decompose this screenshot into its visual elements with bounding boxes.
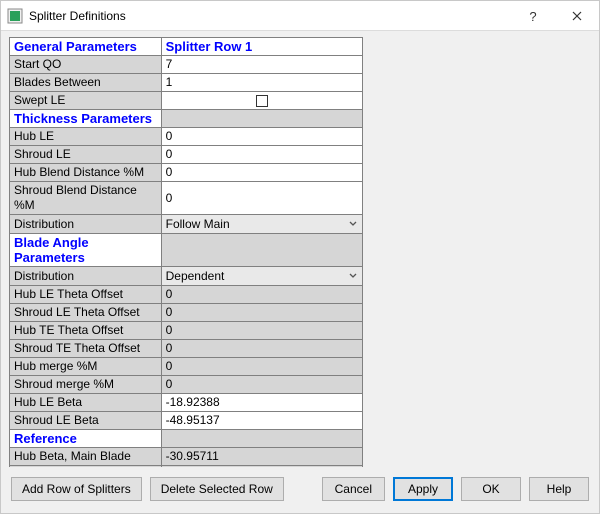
row-hub-le: Hub LE 0 — [10, 128, 363, 146]
value-hub-le[interactable]: 0 — [161, 128, 362, 146]
checkbox-swept-le[interactable] — [256, 95, 268, 107]
row-hub-le-beta: Hub LE Beta -18.92388 — [10, 394, 363, 412]
row-thickness-distribution: Distribution Follow Main — [10, 215, 363, 234]
row-hub-merge: Hub merge %M 0 — [10, 358, 363, 376]
value-shroud-le[interactable]: 0 — [161, 146, 362, 164]
add-row-button[interactable]: Add Row of Splitters — [11, 477, 142, 501]
label-swept-le: Swept LE — [10, 92, 162, 110]
titlebar: Splitter Definitions ? — [1, 1, 599, 31]
row-shroud-te-theta: Shroud TE Theta Offset 0 — [10, 340, 363, 358]
row-shroud-blend: Shroud Blend Distance %M 0 — [10, 182, 363, 215]
row-hub-le-theta: Hub LE Theta Offset 0 — [10, 286, 363, 304]
row-shroud-merge: Shroud merge %M 0 — [10, 376, 363, 394]
label-shroud-merge: Shroud merge %M — [10, 376, 162, 394]
section-spacer-thickness — [161, 110, 362, 128]
close-titlebar-button[interactable] — [555, 1, 599, 31]
app-icon — [7, 8, 23, 24]
label-shroud-le: Shroud LE — [10, 146, 162, 164]
section-spacer-blade-angle — [161, 234, 362, 267]
help-button[interactable]: Help — [529, 477, 589, 501]
label-blades-between: Blades Between — [10, 74, 162, 92]
apply-button[interactable]: Apply — [393, 477, 453, 501]
label-shroud-le-theta: Shroud LE Theta Offset — [10, 304, 162, 322]
label-hub-merge: Hub merge %M — [10, 358, 162, 376]
label-hub-blend: Hub Blend Distance %M — [10, 164, 162, 182]
row-shroud-le-theta: Shroud LE Theta Offset 0 — [10, 304, 363, 322]
label-shroud-blend: Shroud Blend Distance %M — [10, 182, 162, 215]
value-blades-between[interactable]: 1 — [161, 74, 362, 92]
help-titlebar-button[interactable]: ? — [511, 1, 555, 31]
row-start-qo: Start QO 7 — [10, 56, 363, 74]
label-shroud-te-theta: Shroud TE Theta Offset — [10, 340, 162, 358]
section-header-thickness: Thickness Parameters — [10, 110, 162, 128]
value-shroud-merge: 0 — [161, 376, 362, 394]
window-root: Splitter Definitions ? General Parameter… — [0, 0, 600, 514]
value-blade-distribution[interactable]: Dependent — [161, 267, 362, 286]
label-shroud-le-beta: Shroud LE Beta — [10, 412, 162, 430]
value-hub-le-theta: 0 — [161, 286, 362, 304]
value-start-qo[interactable]: 7 — [161, 56, 362, 74]
section-header-reference: Reference — [10, 430, 162, 448]
combo-blade-distribution[interactable]: Dependent — [162, 267, 362, 285]
label-hub-le-beta: Hub LE Beta — [10, 394, 162, 412]
value-hub-te-theta: 0 — [161, 322, 362, 340]
combo-thickness-distribution[interactable]: Follow Main — [162, 215, 362, 233]
label-hub-le-theta: Hub LE Theta Offset — [10, 286, 162, 304]
section-spacer-reference — [161, 430, 362, 448]
row-shroud-le: Shroud LE 0 — [10, 146, 363, 164]
row-hub-blend: Hub Blend Distance %M 0 — [10, 164, 363, 182]
row-swept-le: Swept LE — [10, 92, 363, 110]
cancel-button[interactable]: Cancel — [322, 477, 385, 501]
row-blade-distribution: Distribution Dependent — [10, 267, 363, 286]
row-hub-te-theta: Hub TE Theta Offset 0 — [10, 322, 363, 340]
value-shroud-blend[interactable]: 0 — [161, 182, 362, 215]
value-hub-beta-main: -30.95711 — [161, 448, 362, 466]
svg-text:?: ? — [529, 10, 536, 22]
value-shroud-le-beta[interactable]: -48.95137 — [161, 412, 362, 430]
ok-button[interactable]: OK — [461, 477, 521, 501]
section-header-general: General Parameters — [10, 38, 162, 56]
window-title: Splitter Definitions — [29, 9, 511, 23]
content-area: General Parameters Splitter Row 1 Start … — [1, 31, 599, 467]
value-hub-blend[interactable]: 0 — [161, 164, 362, 182]
label-blade-distribution: Distribution — [10, 267, 162, 286]
row-blades-between: Blades Between 1 — [10, 74, 363, 92]
delete-row-button[interactable]: Delete Selected Row — [150, 477, 284, 501]
value-shroud-te-theta: 0 — [161, 340, 362, 358]
label-start-qo: Start QO — [10, 56, 162, 74]
label-hub-le: Hub LE — [10, 128, 162, 146]
section-header-blade-angle: Blade Angle Parameters — [10, 234, 162, 267]
column-header-splitter-row: Splitter Row 1 — [161, 38, 362, 56]
row-shroud-le-beta: Shroud LE Beta -48.95137 — [10, 412, 363, 430]
chevron-down-icon[interactable] — [344, 267, 362, 285]
parameter-grid: General Parameters Splitter Row 1 Start … — [9, 37, 363, 467]
combo-text-thickness-distribution: Follow Main — [162, 217, 344, 232]
value-thickness-distribution[interactable]: Follow Main — [161, 215, 362, 234]
label-hub-te-theta: Hub TE Theta Offset — [10, 322, 162, 340]
label-thickness-distribution: Distribution — [10, 215, 162, 234]
value-swept-le[interactable] — [161, 92, 362, 110]
combo-text-blade-distribution: Dependent — [162, 269, 344, 284]
value-shroud-le-theta: 0 — [161, 304, 362, 322]
value-hub-le-beta[interactable]: -18.92388 — [161, 394, 362, 412]
label-hub-beta-main: Hub Beta, Main Blade — [10, 448, 162, 466]
value-hub-merge: 0 — [161, 358, 362, 376]
row-hub-beta-main: Hub Beta, Main Blade -30.95711 — [10, 448, 363, 466]
chevron-down-icon[interactable] — [344, 215, 362, 233]
button-bar: Add Row of Splitters Delete Selected Row… — [1, 467, 599, 513]
